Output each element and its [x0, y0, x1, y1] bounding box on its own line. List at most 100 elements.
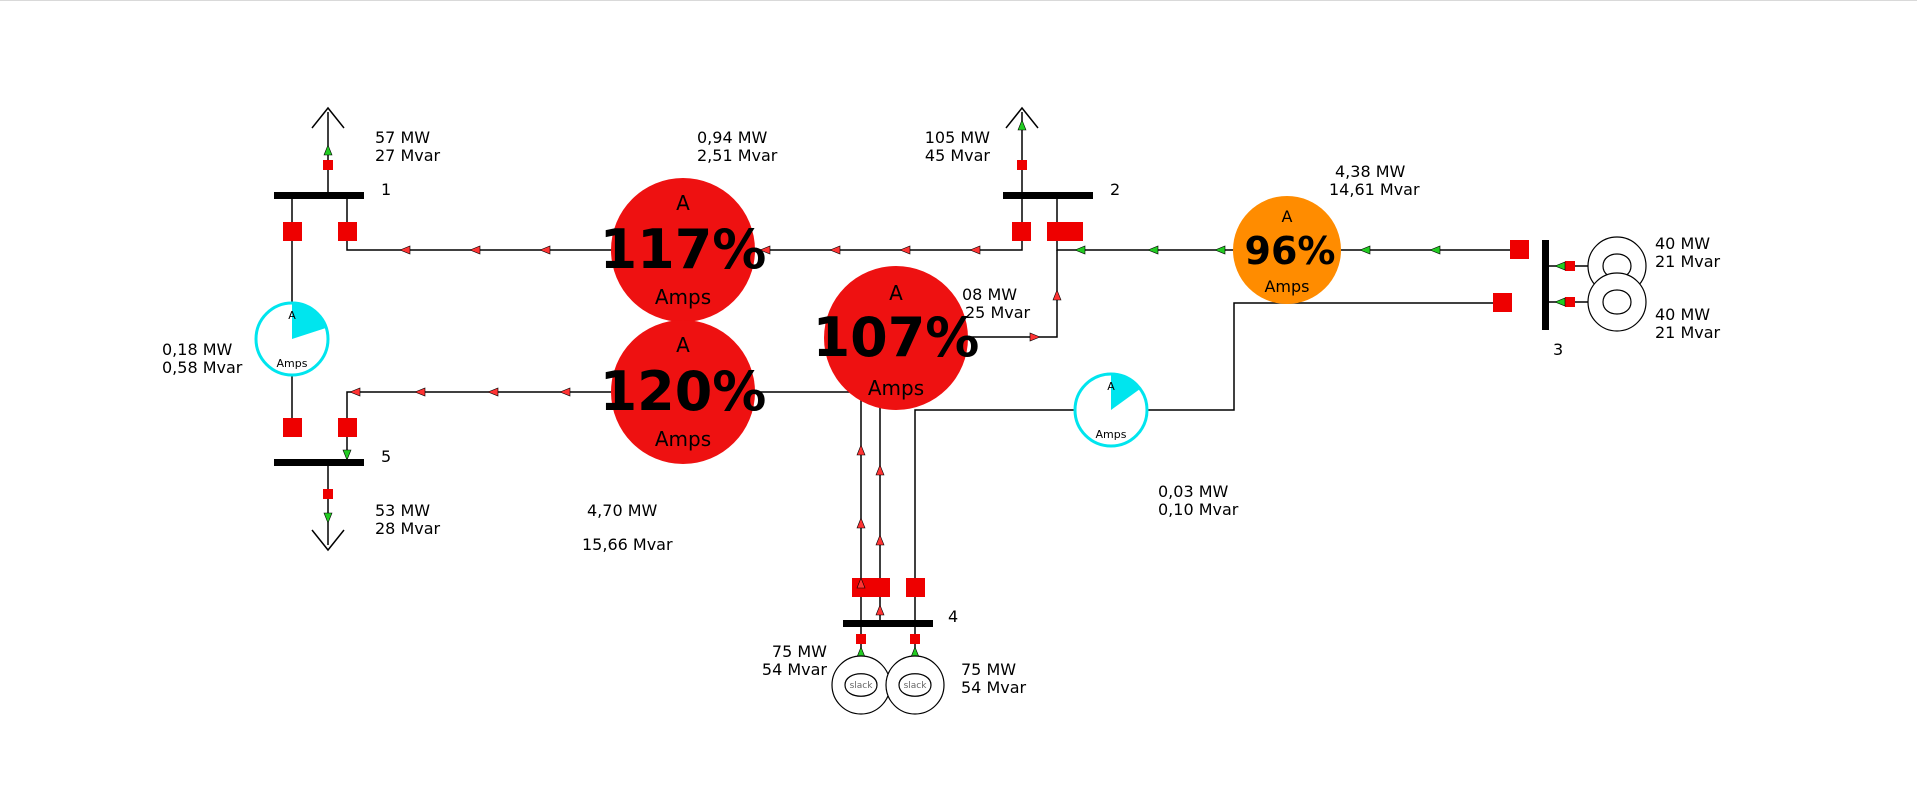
top-border [0, 0, 1917, 1]
gauge-g23[interactable]: A 96% Amps [1233, 196, 1341, 304]
bus-5-label: 5 [381, 447, 391, 466]
line-2-4[interactable] [930, 250, 1058, 338]
load-5-mvar: 28 Mvar [375, 519, 441, 538]
breaker-2-4[interactable] [1064, 222, 1083, 241]
breaker-1-2[interactable] [338, 222, 357, 241]
gauge-g12-disc [611, 178, 755, 322]
line-3-4-mw: 0,03 MW [1158, 482, 1229, 501]
breaker-5-4[interactable] [338, 418, 357, 437]
gauge-g45-percent: 120% [600, 360, 767, 423]
bus-2[interactable] [1003, 192, 1093, 199]
gauge-g23-percent: 96% [1245, 229, 1336, 273]
gauge-g23-unit-top: A [1282, 207, 1293, 226]
gen-3a-mvar: 21 Mvar [1655, 252, 1721, 271]
breaker-gen-4a[interactable] [856, 634, 866, 644]
breaker-1-5[interactable] [283, 222, 302, 241]
gauge-g15-unit-bottom: Amps [277, 357, 308, 370]
bus-labels: 1 2 3 4 5 [381, 180, 1563, 626]
load-2-arrow-icon [1005, 106, 1039, 129]
line-4-5-mvar: 15,66 Mvar [582, 535, 673, 554]
load-2-mvar: 45 Mvar [925, 146, 991, 165]
gauge-g24-percent: 107% [813, 306, 980, 369]
breaker-4-2b[interactable] [871, 578, 890, 597]
gauge-g24-unit-top: A [889, 281, 903, 305]
gen-3b-mvar: 21 Mvar [1655, 323, 1721, 342]
breaker-3-2[interactable] [1510, 240, 1529, 259]
line-2-3-mw: 4,38 MW [1335, 162, 1406, 181]
gen-4a-slack-icon[interactable]: slack [831, 655, 891, 715]
gen-4b-mw: 75 MW [961, 660, 1016, 679]
breaker-gen-4b[interactable] [910, 634, 920, 644]
gauge-g23-unit-bottom: Amps [1264, 277, 1309, 296]
breaker-3-4[interactable] [1493, 293, 1512, 312]
line-4-5-mw: 4,70 MW [587, 501, 658, 520]
load-5-arrow-icon [311, 529, 345, 552]
gauge-g15-unit-top: A [288, 309, 296, 322]
gauge-g15-fill [292, 303, 327, 339]
breaker-4-3[interactable] [906, 578, 925, 597]
load-1-mw: 57 MW [375, 128, 430, 147]
line-1-5-mvar: 0,58 Mvar [162, 358, 243, 377]
load-5-mw: 53 MW [375, 501, 430, 520]
load-1-arrow-icon [311, 106, 345, 129]
gauge-g45-unit-top: A [676, 333, 690, 357]
gen-4b-slack-label: slack [904, 681, 928, 691]
gauge-g45-disc [611, 320, 755, 464]
gauge-g15[interactable]: A Amps [254, 301, 330, 377]
load-2-mw: 105 MW [925, 128, 990, 147]
gauge-g23-disc [1233, 196, 1341, 304]
line-1-5-mw: 0,18 MW [162, 340, 233, 359]
bus-4[interactable] [843, 620, 933, 627]
breaker-load-2[interactable] [1017, 160, 1027, 170]
line-3-4-mvar: 0,10 Mvar [1158, 500, 1239, 519]
gen-3b-icon[interactable] [1587, 272, 1647, 332]
gauge-g34-unit-bottom: Amps [1096, 428, 1127, 441]
breakers [283, 160, 1575, 644]
line-4-3[interactable] [914, 302, 1500, 622]
bus-3[interactable] [1542, 240, 1549, 330]
gauge-g12-percent: 117% [600, 218, 767, 281]
line-2-4-mw: 08 MW [962, 285, 1017, 304]
gen-3a-mw: 40 MW [1655, 234, 1710, 253]
gen-4a-mvar: 54 Mvar [762, 660, 828, 679]
gauge-g45-unit-bottom: Amps [655, 427, 711, 451]
gen-3b-mw: 40 MW [1655, 305, 1710, 324]
value-labels: 57 MW 27 Mvar 105 MW 45 Mvar 53 MW 28 Mv… [162, 128, 1721, 697]
bus-4-label: 4 [948, 607, 958, 626]
breaker-5-1[interactable] [283, 418, 302, 437]
breaker-gen-3a[interactable] [1565, 261, 1575, 271]
gauge-g24-unit-bottom: Amps [868, 376, 924, 400]
load-arrows [311, 106, 1039, 552]
gauge-g34-unit-top: A [1107, 380, 1115, 393]
gauge-g24-disc [824, 266, 968, 410]
line-1-2-mvar: 2,51 Mvar [697, 146, 778, 165]
bus-bars [274, 192, 1549, 627]
bus-1[interactable] [274, 192, 364, 199]
bus-5[interactable] [274, 459, 364, 466]
gauge-g12-unit-top: A [676, 191, 690, 215]
gen-4a-slack-label: slack [850, 681, 874, 691]
generators: slack slack [831, 236, 1647, 715]
gauge-g34-fill [1111, 373, 1141, 410]
gen-4b-mvar: 54 Mvar [961, 678, 1027, 697]
gauge-g34[interactable]: A Amps [1073, 372, 1149, 448]
breaker-gen-3b[interactable] [1565, 297, 1575, 307]
gen-4b-slack-icon[interactable]: slack [885, 655, 945, 715]
breaker-2-1[interactable] [1012, 222, 1031, 241]
line-2-4-mvar: 25 Mvar [965, 303, 1031, 322]
gauge-g45[interactable]: A 120% Amps [600, 320, 767, 464]
bus-1-label: 1 [381, 180, 391, 199]
gauge-g12[interactable]: A 117% Amps [600, 178, 767, 322]
breaker-2-3[interactable] [1047, 222, 1066, 241]
bus-3-label: 3 [1553, 340, 1563, 359]
bus-2-label: 2 [1110, 180, 1120, 199]
breaker-load-5[interactable] [323, 489, 333, 499]
breaker-load-1[interactable] [323, 160, 333, 170]
load-1-mvar: 27 Mvar [375, 146, 441, 165]
gauge-g12-unit-bottom: Amps [655, 285, 711, 309]
gen-4a-mw: 75 MW [772, 642, 827, 661]
gauge-g24[interactable]: A 107% Amps [813, 266, 980, 410]
line-2-3-mvar: 14,61 Mvar [1329, 180, 1420, 199]
line-1-2-mw: 0,94 MW [697, 128, 768, 147]
